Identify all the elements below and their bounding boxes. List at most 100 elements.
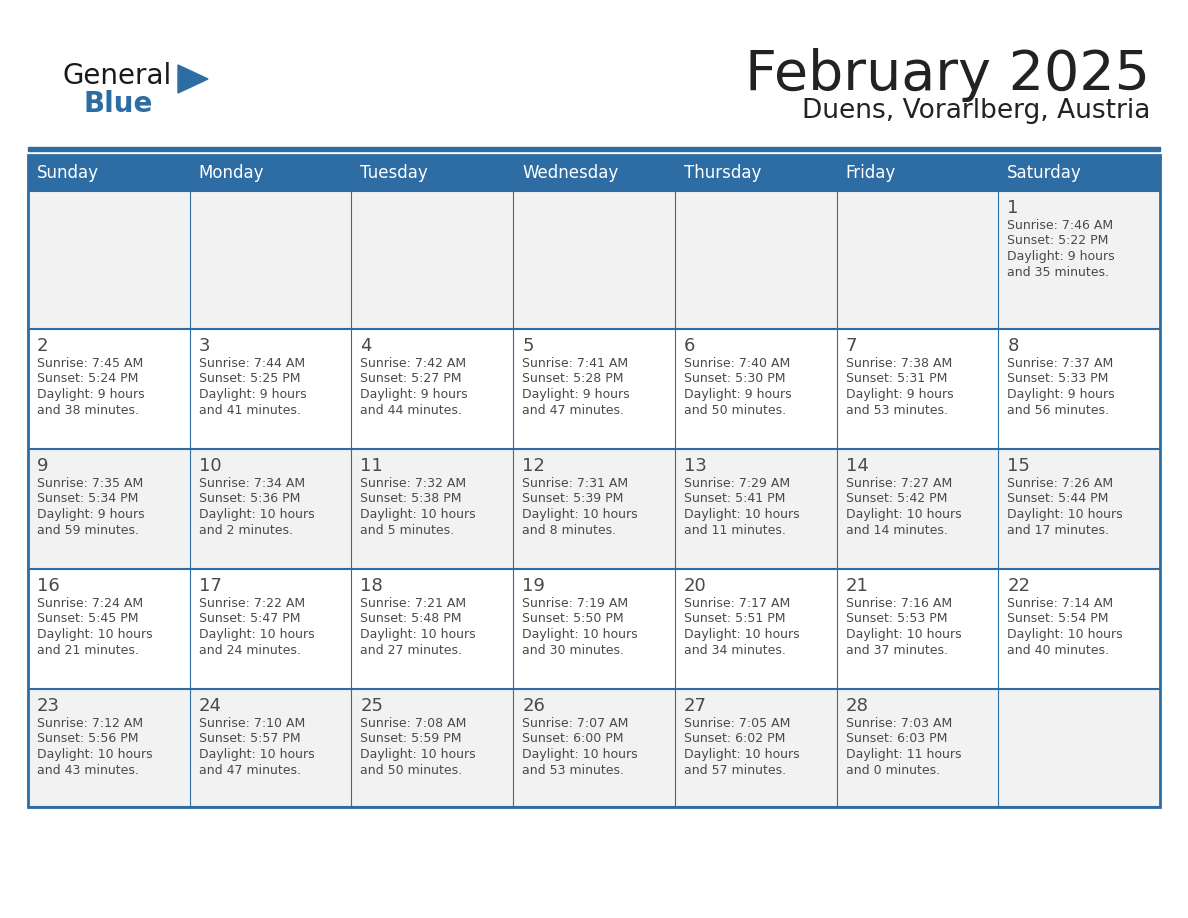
Text: Daylight: 10 hours: Daylight: 10 hours bbox=[846, 628, 961, 641]
Text: and 8 minutes.: and 8 minutes. bbox=[523, 523, 617, 536]
Text: and 35 minutes.: and 35 minutes. bbox=[1007, 265, 1110, 278]
Text: Daylight: 10 hours: Daylight: 10 hours bbox=[523, 748, 638, 761]
Text: Sunrise: 7:27 AM: Sunrise: 7:27 AM bbox=[846, 477, 952, 490]
Bar bbox=[352, 449, 513, 569]
Text: Sunrise: 7:14 AM: Sunrise: 7:14 AM bbox=[1007, 597, 1113, 610]
Text: Friday: Friday bbox=[846, 164, 896, 182]
Text: Sunset: 6:03 PM: Sunset: 6:03 PM bbox=[846, 733, 947, 745]
Text: Sunset: 5:57 PM: Sunset: 5:57 PM bbox=[198, 733, 301, 745]
Text: Sunset: 5:22 PM: Sunset: 5:22 PM bbox=[1007, 234, 1108, 248]
Text: Daylight: 9 hours: Daylight: 9 hours bbox=[198, 388, 307, 401]
Text: Wednesday: Wednesday bbox=[523, 164, 619, 182]
Text: Sunrise: 7:44 AM: Sunrise: 7:44 AM bbox=[198, 357, 305, 370]
Text: and 53 minutes.: and 53 minutes. bbox=[846, 404, 948, 417]
Text: Daylight: 9 hours: Daylight: 9 hours bbox=[360, 388, 468, 401]
Bar bbox=[352, 569, 513, 689]
Text: Daylight: 9 hours: Daylight: 9 hours bbox=[37, 388, 145, 401]
Bar bbox=[190, 155, 352, 191]
Text: February 2025: February 2025 bbox=[745, 48, 1150, 102]
Text: 9: 9 bbox=[37, 457, 49, 475]
Text: 8: 8 bbox=[1007, 337, 1018, 355]
Text: 22: 22 bbox=[1007, 577, 1030, 595]
Bar bbox=[998, 689, 1159, 807]
Text: Daylight: 10 hours: Daylight: 10 hours bbox=[360, 628, 476, 641]
Text: Sunrise: 7:32 AM: Sunrise: 7:32 AM bbox=[360, 477, 467, 490]
Bar bbox=[29, 689, 190, 807]
Text: Daylight: 9 hours: Daylight: 9 hours bbox=[523, 388, 630, 401]
Bar bbox=[836, 569, 998, 689]
Text: Sunset: 6:00 PM: Sunset: 6:00 PM bbox=[523, 733, 624, 745]
Text: and 30 minutes.: and 30 minutes. bbox=[523, 644, 624, 656]
Text: Sunset: 5:39 PM: Sunset: 5:39 PM bbox=[523, 492, 624, 506]
Text: Sunrise: 7:34 AM: Sunrise: 7:34 AM bbox=[198, 477, 305, 490]
Text: 10: 10 bbox=[198, 457, 221, 475]
Text: Sunset: 5:44 PM: Sunset: 5:44 PM bbox=[1007, 492, 1108, 506]
Text: Daylight: 9 hours: Daylight: 9 hours bbox=[1007, 388, 1114, 401]
Text: 16: 16 bbox=[37, 577, 59, 595]
Text: Saturday: Saturday bbox=[1007, 164, 1082, 182]
Text: Daylight: 9 hours: Daylight: 9 hours bbox=[1007, 250, 1114, 263]
Text: 5: 5 bbox=[523, 337, 533, 355]
Text: Daylight: 10 hours: Daylight: 10 hours bbox=[523, 508, 638, 521]
Text: Daylight: 10 hours: Daylight: 10 hours bbox=[198, 748, 315, 761]
Text: and 38 minutes.: and 38 minutes. bbox=[37, 404, 139, 417]
Text: Daylight: 10 hours: Daylight: 10 hours bbox=[37, 628, 152, 641]
Bar bbox=[513, 689, 675, 807]
Text: Sunrise: 7:17 AM: Sunrise: 7:17 AM bbox=[684, 597, 790, 610]
Bar bbox=[513, 329, 675, 449]
Bar bbox=[836, 449, 998, 569]
Text: Sunrise: 7:35 AM: Sunrise: 7:35 AM bbox=[37, 477, 144, 490]
Bar bbox=[675, 449, 836, 569]
Text: and 5 minutes.: and 5 minutes. bbox=[360, 523, 455, 536]
Text: Sunset: 6:02 PM: Sunset: 6:02 PM bbox=[684, 733, 785, 745]
Bar bbox=[675, 569, 836, 689]
Bar bbox=[190, 689, 352, 807]
Bar bbox=[675, 155, 836, 191]
Text: Sunrise: 7:42 AM: Sunrise: 7:42 AM bbox=[360, 357, 467, 370]
Text: and 27 minutes.: and 27 minutes. bbox=[360, 644, 462, 656]
Text: 20: 20 bbox=[684, 577, 707, 595]
Bar bbox=[836, 191, 998, 329]
Text: Sunrise: 7:41 AM: Sunrise: 7:41 AM bbox=[523, 357, 628, 370]
Text: Sunset: 5:45 PM: Sunset: 5:45 PM bbox=[37, 612, 139, 625]
Bar bbox=[352, 689, 513, 807]
Text: 26: 26 bbox=[523, 697, 545, 715]
Text: Sunrise: 7:03 AM: Sunrise: 7:03 AM bbox=[846, 717, 952, 730]
Bar bbox=[998, 191, 1159, 329]
Polygon shape bbox=[178, 65, 208, 93]
Text: 7: 7 bbox=[846, 337, 857, 355]
Text: Sunset: 5:50 PM: Sunset: 5:50 PM bbox=[523, 612, 624, 625]
Text: Daylight: 10 hours: Daylight: 10 hours bbox=[684, 508, 800, 521]
Text: 14: 14 bbox=[846, 457, 868, 475]
Text: and 0 minutes.: and 0 minutes. bbox=[846, 764, 940, 777]
Text: Sunset: 5:31 PM: Sunset: 5:31 PM bbox=[846, 373, 947, 386]
Text: Thursday: Thursday bbox=[684, 164, 762, 182]
Text: 21: 21 bbox=[846, 577, 868, 595]
Bar bbox=[998, 155, 1159, 191]
Text: 6: 6 bbox=[684, 337, 695, 355]
Text: Sunrise: 7:40 AM: Sunrise: 7:40 AM bbox=[684, 357, 790, 370]
Text: 19: 19 bbox=[523, 577, 545, 595]
Text: Sunrise: 7:26 AM: Sunrise: 7:26 AM bbox=[1007, 477, 1113, 490]
Text: Sunset: 5:25 PM: Sunset: 5:25 PM bbox=[198, 373, 301, 386]
Text: Sunrise: 7:16 AM: Sunrise: 7:16 AM bbox=[846, 597, 952, 610]
Text: 18: 18 bbox=[360, 577, 384, 595]
Bar bbox=[513, 449, 675, 569]
Text: and 41 minutes.: and 41 minutes. bbox=[198, 404, 301, 417]
Bar bbox=[998, 569, 1159, 689]
Text: Sunset: 5:24 PM: Sunset: 5:24 PM bbox=[37, 373, 138, 386]
Text: Daylight: 10 hours: Daylight: 10 hours bbox=[198, 628, 315, 641]
Text: Sunrise: 7:37 AM: Sunrise: 7:37 AM bbox=[1007, 357, 1113, 370]
Text: Sunset: 5:41 PM: Sunset: 5:41 PM bbox=[684, 492, 785, 506]
Text: Duens, Vorarlberg, Austria: Duens, Vorarlberg, Austria bbox=[802, 98, 1150, 124]
Text: Sunrise: 7:21 AM: Sunrise: 7:21 AM bbox=[360, 597, 467, 610]
Bar bbox=[29, 329, 190, 449]
Text: 2: 2 bbox=[37, 337, 49, 355]
Text: 23: 23 bbox=[37, 697, 61, 715]
Text: Sunset: 5:38 PM: Sunset: 5:38 PM bbox=[360, 492, 462, 506]
Text: 15: 15 bbox=[1007, 457, 1030, 475]
Bar bbox=[190, 329, 352, 449]
Text: Sunrise: 7:38 AM: Sunrise: 7:38 AM bbox=[846, 357, 952, 370]
Text: Daylight: 10 hours: Daylight: 10 hours bbox=[198, 508, 315, 521]
Text: Daylight: 10 hours: Daylight: 10 hours bbox=[684, 748, 800, 761]
